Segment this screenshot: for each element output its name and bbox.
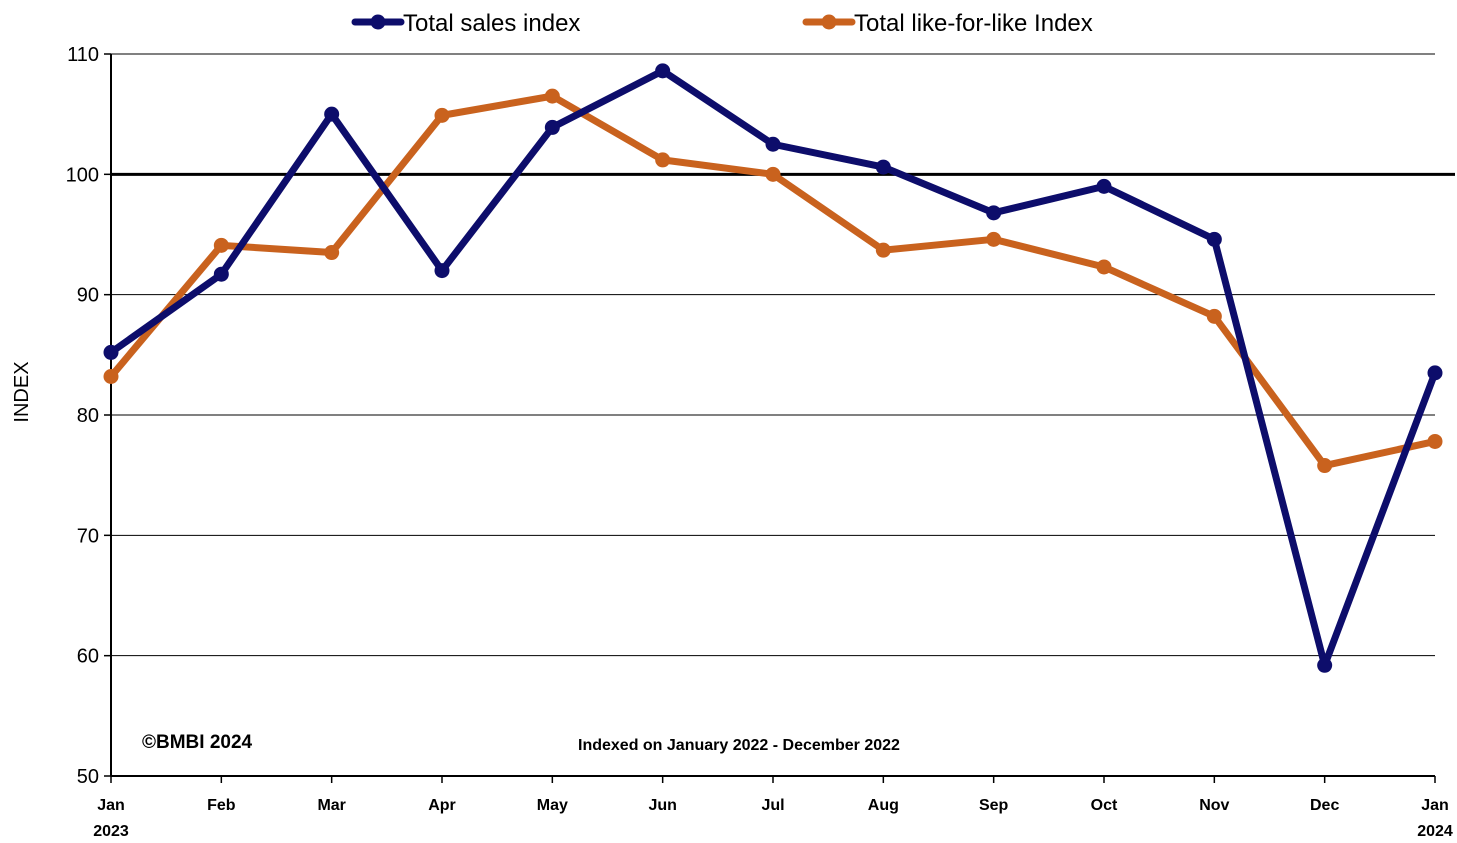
legend-swatch-marker (370, 14, 386, 30)
data-point-like-for-like (655, 152, 671, 168)
x-tick-label: Mar (317, 797, 345, 814)
data-point-total-sales (1427, 365, 1443, 381)
x-tick-label: Nov (1199, 797, 1229, 814)
data-point-like-for-like (1206, 308, 1222, 324)
data-point-total-sales (986, 205, 1002, 221)
data-point-like-for-like (765, 166, 781, 182)
axes (104, 53, 1436, 783)
data-point-like-for-like (1317, 458, 1333, 474)
x-tick-label: Jul (761, 797, 784, 814)
x-tick-label: Sep (979, 797, 1009, 814)
indexed-note: Indexed on January 2022 - December 2022 (578, 737, 900, 754)
y-tick-label: 90 (77, 285, 99, 307)
data-point-like-for-like (986, 231, 1002, 247)
data-point-total-sales (213, 266, 229, 282)
x-tick-label: Jan (1421, 797, 1449, 814)
y-tick-label: 70 (77, 525, 99, 547)
data-point-total-sales (1096, 178, 1112, 194)
x-tick-label: Jan (97, 797, 125, 814)
series-line-total-sales (107, 67, 1439, 669)
legend: Total sales index Total like-for-like Ind… (351, 10, 1093, 37)
y-tick-label: 100 (66, 164, 99, 186)
data-point-total-sales (324, 106, 340, 122)
x-tick-label: Aug (868, 797, 899, 814)
y-tick-label: 80 (77, 405, 99, 427)
data-point-like-for-like (544, 88, 560, 104)
y-tick-label: 60 (77, 646, 99, 668)
x-tick-year-label: 2024 (1417, 823, 1453, 838)
data-point-total-sales (655, 63, 671, 79)
y-tick-label: 110 (67, 44, 99, 66)
data-point-total-sales (544, 119, 560, 135)
data-point-like-for-like (103, 368, 119, 384)
data-point-total-sales (765, 136, 781, 152)
data-point-total-sales (103, 344, 119, 360)
tick-labels: 50 60 70 80 90 100 110 Jan 2023 Feb Mar Apr May Jun Ju… (66, 44, 1453, 840)
x-tick-label: Feb (207, 797, 236, 814)
x-tick-label: Dec (1310, 797, 1339, 814)
x-tick-year-label: 2023 (93, 823, 129, 838)
data-point-total-sales (1206, 231, 1222, 247)
x-tick-label: May (537, 797, 568, 814)
legend-label-total-sales: Total sales index (403, 10, 580, 37)
gridlines (111, 53, 1455, 657)
data-point-total-sales (1317, 657, 1333, 673)
copyright-annotation: ©BMBI 2024 (142, 732, 253, 753)
data-point-like-for-like (434, 107, 450, 123)
legend-label-like-for-like: Total like-for-like Index (854, 10, 1093, 37)
y-axis-title: INDEX (11, 361, 33, 422)
data-point-like-for-like (875, 242, 891, 258)
data-point-like-for-like (1427, 433, 1443, 449)
x-tick-label: Apr (428, 797, 456, 814)
x-tick-label: Oct (1091, 797, 1118, 814)
series-lines (103, 63, 1443, 673)
y-tick-label: 50 (77, 766, 99, 788)
data-point-total-sales (434, 263, 450, 279)
data-point-like-for-like (213, 237, 229, 253)
data-point-total-sales (875, 159, 891, 175)
data-point-like-for-like (324, 245, 340, 261)
x-tick-label: Jun (648, 797, 676, 814)
data-point-like-for-like (1096, 259, 1112, 275)
legend-swatch-marker (821, 14, 837, 30)
